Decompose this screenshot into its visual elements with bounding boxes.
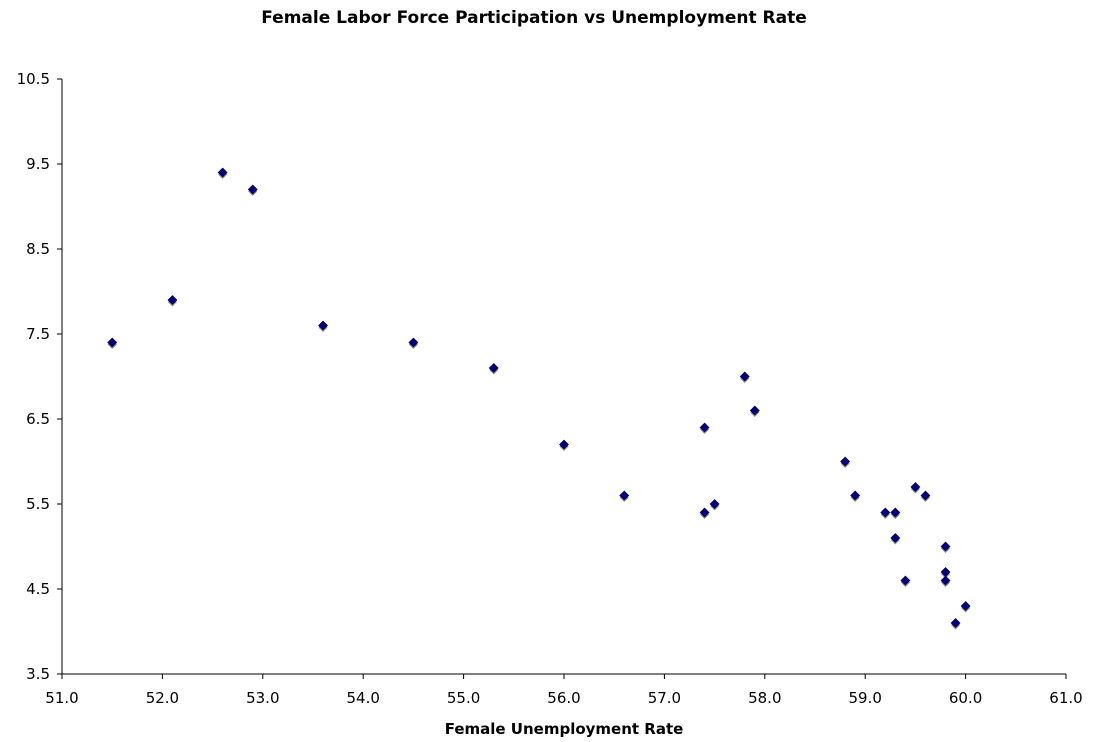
x-tick-label: 52.0 (146, 689, 179, 707)
data-point (699, 507, 710, 519)
data-point (217, 167, 228, 179)
data-point-marker (107, 337, 118, 348)
data-point (559, 439, 569, 451)
data-point (920, 490, 931, 502)
axes (61, 79, 1066, 675)
x-tick-label: 53.0 (246, 689, 279, 707)
chart-title: Female Labor Force Participation vs Unem… (261, 8, 807, 28)
data-point (880, 507, 891, 519)
data-point (910, 482, 921, 494)
data-point (619, 490, 630, 502)
data-point-marker (559, 439, 569, 450)
data-point (940, 541, 951, 553)
data-points (107, 167, 971, 630)
data-point (890, 507, 901, 519)
x-axis-ticks: 51.0 52.0 53.0 54.0 55.0 56.0 57.0 58.0 59.0 60.0… (45, 674, 1083, 707)
y-tick-label: 3.5 (26, 665, 50, 683)
data-point-marker (890, 507, 901, 518)
data-point-marker (167, 295, 178, 305)
data-point (960, 601, 971, 613)
y-tick-label: 7.5 (26, 325, 50, 343)
x-axis-label: Female Unemployment Rate (445, 720, 684, 738)
data-point (749, 405, 760, 417)
data-point-marker (880, 507, 891, 518)
data-point-marker (217, 167, 228, 178)
data-point (840, 456, 851, 468)
data-point-marker (699, 507, 710, 518)
y-tick-label: 8.5 (26, 240, 50, 258)
data-point (709, 499, 720, 511)
x-tick-label: 51.0 (45, 689, 78, 707)
data-point (107, 337, 118, 349)
data-point-marker (900, 575, 911, 586)
data-point-marker (890, 533, 901, 543)
data-point-marker (699, 422, 710, 433)
x-tick-label: 56.0 (547, 689, 580, 707)
data-point (699, 422, 710, 434)
y-tick-label: 10.5 (17, 70, 50, 88)
y-axis-ticks: 3.5 4.5 5.5 6.5 7.5 8.5 9.5 10.5 (17, 70, 62, 683)
data-point (850, 490, 861, 502)
x-tick-label: 61.0 (1049, 689, 1082, 707)
data-point-marker (920, 490, 931, 501)
x-tick-label: 57.0 (648, 689, 681, 707)
data-point-marker (408, 337, 419, 348)
y-tick-label: 4.5 (26, 580, 50, 598)
x-tick-label: 60.0 (949, 689, 982, 707)
x-tick-label: 58.0 (748, 689, 781, 707)
y-tick-label: 9.5 (26, 155, 50, 173)
x-tick-label: 54.0 (346, 689, 379, 707)
data-point (488, 363, 499, 375)
data-point-marker (940, 541, 951, 552)
y-tick-label: 6.5 (26, 410, 50, 428)
data-point-marker (960, 601, 971, 611)
data-point-marker (850, 490, 861, 501)
data-point-marker (247, 184, 258, 195)
data-point-marker (619, 490, 630, 501)
data-point (900, 575, 911, 587)
data-point (247, 184, 258, 196)
data-point (739, 371, 750, 383)
data-point-marker (940, 575, 951, 586)
data-point-marker (910, 482, 921, 492)
data-point (318, 320, 328, 332)
x-tick-label: 59.0 (848, 689, 881, 707)
data-point-marker (950, 618, 961, 628)
data-point-marker (749, 405, 760, 416)
data-point (890, 533, 901, 545)
data-point-marker (318, 320, 328, 331)
data-point-marker (709, 499, 720, 509)
data-point-marker (739, 371, 750, 382)
data-point (940, 575, 951, 587)
data-point-marker (840, 456, 851, 467)
x-tick-label: 55.0 (447, 689, 480, 707)
data-point (950, 618, 961, 630)
data-point-marker (488, 363, 499, 373)
data-point (167, 295, 178, 307)
y-tick-label: 5.5 (26, 495, 50, 513)
data-point (408, 337, 419, 349)
